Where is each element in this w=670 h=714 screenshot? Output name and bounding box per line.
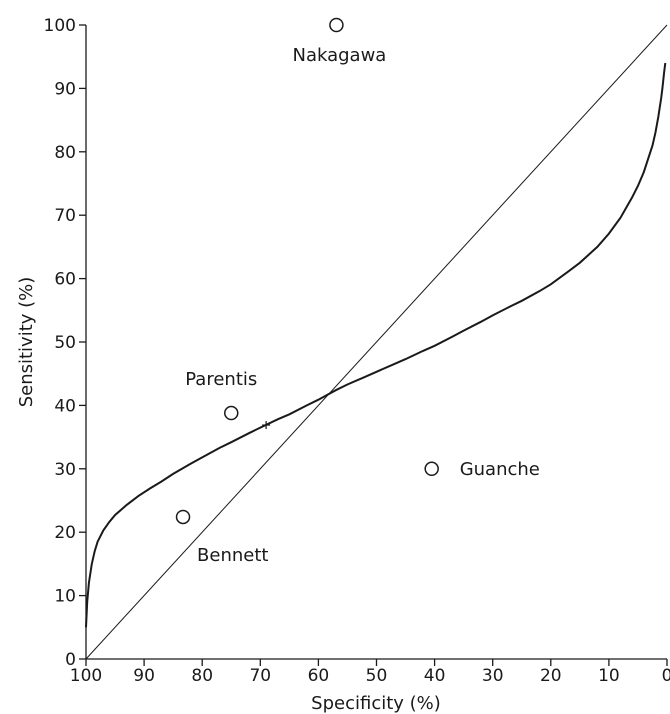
y-tick-label: 10 (54, 587, 76, 607)
x-tick-label: 0 (662, 666, 670, 686)
x-tick-label: 60 (308, 666, 330, 686)
x-tick-label: 80 (191, 666, 213, 686)
cutoff-marker (262, 421, 271, 430)
x-tick-label: 50 (366, 666, 388, 686)
study-label-bennett: Bennett (197, 545, 268, 566)
x-axis-label: Specificity (%) (311, 693, 441, 714)
y-ticks: 0 10 20 30 40 50 60 70 80 90 100 (44, 16, 86, 670)
x-tick-label: 20 (540, 666, 562, 686)
y-tick-label: 50 (54, 333, 76, 353)
x-tick-label: 10 (598, 666, 620, 686)
y-tick-label: 20 (54, 523, 76, 543)
y-tick-label: 60 (54, 270, 76, 290)
x-tick-label: 100 (70, 666, 102, 686)
y-tick-label: 40 (54, 396, 76, 416)
study-point-guanche (424, 461, 439, 477)
reference-diagonal-line (85, 24, 668, 660)
y-tick-label: 80 (54, 143, 76, 163)
y-tick-label: 70 (54, 206, 76, 226)
study-label-parentis: Parentis (185, 369, 257, 390)
x-tick-label: 90 (133, 666, 155, 686)
x-ticks: 100 90 80 70 60 50 40 30 20 10 0 (70, 659, 670, 686)
y-axis-label: Sensitivity (%) (16, 277, 37, 408)
x-tick-label: 40 (424, 666, 446, 686)
study-label-guanche: Guanche (460, 459, 540, 480)
x-tick-label: 30 (482, 666, 504, 686)
y-tick-label: 100 (44, 16, 76, 36)
study-point-nakagawa (329, 17, 344, 33)
x-tick-label: 70 (249, 666, 271, 686)
y-tick-label: 90 (54, 79, 76, 99)
study-label-nakagawa: Nakagawa (292, 45, 386, 66)
y-tick-label: 0 (65, 650, 76, 670)
study-point-parentis (224, 405, 239, 421)
roc-curve (85, 62, 667, 628)
study-points: Nakagawa Parentis Bennett Guanche (175, 17, 540, 566)
y-tick-label: 30 (54, 460, 76, 480)
study-point-bennett (175, 509, 191, 525)
